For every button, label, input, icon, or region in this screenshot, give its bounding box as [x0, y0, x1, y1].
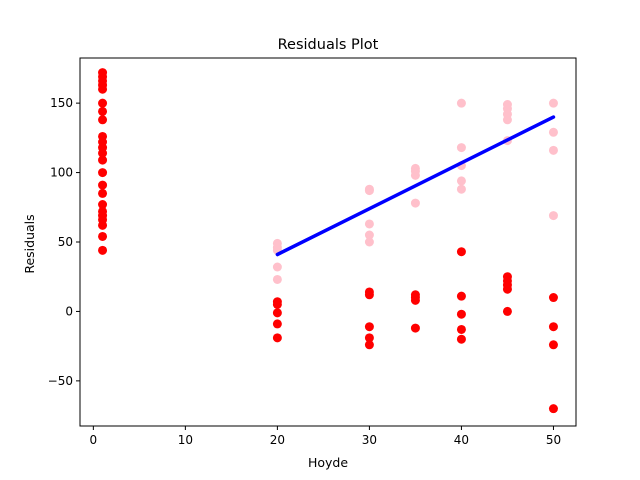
chart-title: Residuals Plot [278, 37, 379, 53]
x-tick-label: 10 [178, 433, 193, 447]
data-point [272, 274, 282, 284]
data-point [98, 200, 108, 210]
data-point [364, 237, 374, 247]
data-point [410, 295, 420, 305]
y-tick-label: 100 [50, 166, 73, 180]
data-point [98, 245, 108, 255]
data-point [272, 319, 282, 329]
data-point [364, 290, 374, 300]
data-point [456, 247, 466, 257]
x-tick-label: 40 [454, 433, 469, 447]
data-point [548, 145, 558, 155]
data-point [364, 340, 374, 350]
x-tick-label: 0 [90, 433, 98, 447]
axes-frame [79, 57, 577, 427]
data-point [364, 322, 374, 332]
data-point [456, 98, 466, 108]
data-point [456, 324, 466, 334]
y-axis: −50 0 50 100 150 [48, 96, 80, 388]
data-point [410, 198, 420, 208]
data-point [548, 211, 558, 221]
series-2 [98, 68, 558, 414]
x-tick-label: 20 [270, 433, 285, 447]
data-point [410, 170, 420, 180]
data-point [98, 231, 108, 241]
data-point [456, 184, 466, 194]
data-point [456, 291, 466, 301]
y-tick-label: 150 [50, 96, 73, 110]
data-point [272, 299, 282, 309]
plot-area [98, 68, 558, 414]
data-point [98, 115, 108, 125]
data-point [364, 186, 374, 196]
data-point [98, 180, 108, 190]
fit-line [275, 115, 556, 257]
data-point [98, 106, 108, 116]
data-point [456, 334, 466, 344]
data-point [548, 340, 558, 350]
data-point [98, 188, 108, 198]
data-point [98, 98, 108, 108]
data-point [456, 143, 466, 153]
data-point [98, 155, 108, 165]
x-tick-label: 50 [546, 433, 561, 447]
y-tick-label: 0 [65, 304, 73, 318]
data-point [548, 98, 558, 108]
data-point [364, 219, 374, 229]
data-point [410, 323, 420, 333]
data-point [98, 220, 108, 230]
data-point [502, 115, 512, 125]
data-point [98, 168, 108, 178]
x-axis-label: Hoyde [308, 455, 348, 470]
data-point [548, 127, 558, 137]
data-point [272, 308, 282, 318]
data-point [272, 333, 282, 343]
y-tick-label: 50 [58, 235, 73, 249]
data-point [364, 333, 374, 343]
data-point [502, 284, 512, 294]
data-point [456, 176, 466, 186]
series-1 [272, 98, 558, 284]
y-tick-label: −50 [48, 374, 73, 388]
data-point [272, 262, 282, 272]
x-axis: 0 10 20 30 40 50 [90, 426, 561, 447]
data-point [456, 309, 466, 319]
data-point [502, 306, 512, 316]
y-axis-label: Residuals [22, 214, 37, 273]
data-point [364, 230, 374, 240]
data-point [98, 84, 108, 94]
x-tick-label: 30 [362, 433, 377, 447]
data-point [548, 293, 558, 303]
data-point [548, 322, 558, 332]
data-point [548, 404, 558, 414]
data-point [98, 148, 108, 158]
